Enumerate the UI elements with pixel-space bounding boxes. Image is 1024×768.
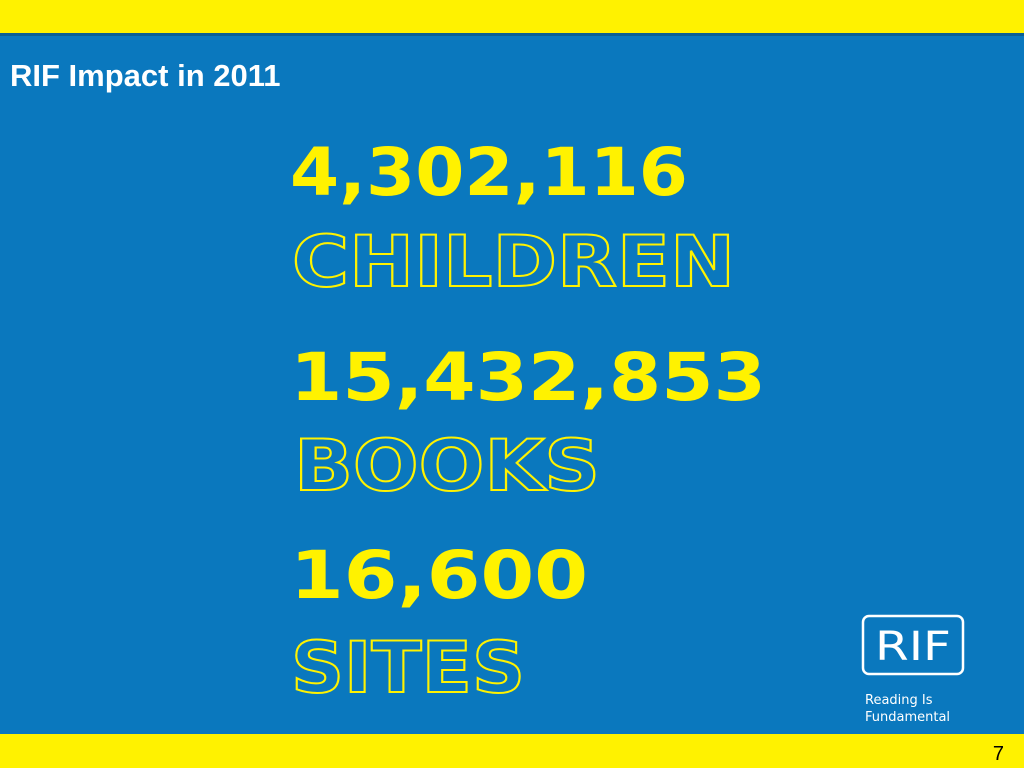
slide-title: RIF Impact in 2011 (10, 58, 281, 93)
stat-number: 4,302,116 (290, 134, 688, 211)
stat-number: 16,600 (290, 537, 588, 614)
logo-mark: RIF (875, 624, 951, 670)
stat-label: BOOKS (294, 425, 600, 507)
top-bar (0, 0, 1024, 33)
stat-label: CHILDREN (292, 221, 735, 303)
logo-frame (861, 614, 965, 676)
stat-label: SITES (291, 627, 525, 709)
logo-tagline: Reading Is (865, 693, 933, 708)
page-number: 7 (993, 743, 1004, 765)
top-bar-edge (0, 33, 1024, 36)
logo-tagline: Fundamental (865, 710, 950, 725)
stat-number: 15,432,853 (290, 339, 766, 416)
bottom-bar (0, 734, 1024, 768)
